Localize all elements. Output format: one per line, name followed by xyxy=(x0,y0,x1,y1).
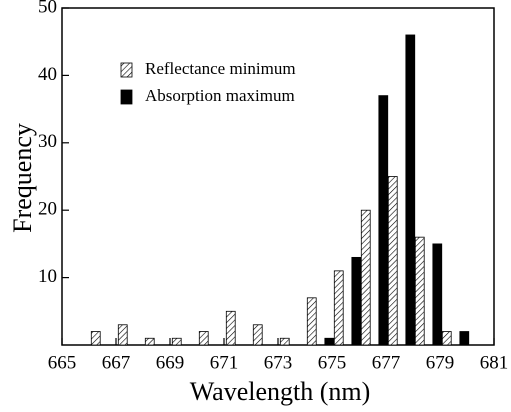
bar xyxy=(144,337,155,346)
legend-label: Reflectance minimum xyxy=(145,59,296,78)
bar xyxy=(306,297,317,346)
bar xyxy=(441,331,452,346)
bar xyxy=(387,176,398,346)
y-tick-label: 30 xyxy=(38,131,57,152)
x-tick-label: 671 xyxy=(210,352,239,373)
x-tick-label: 677 xyxy=(372,352,401,373)
y-axis-label: Frequency xyxy=(8,123,37,233)
bar xyxy=(171,337,182,346)
bar xyxy=(414,236,425,346)
bar xyxy=(324,337,335,346)
bar xyxy=(225,310,236,346)
x-tick-label: 665 xyxy=(48,352,77,373)
bar xyxy=(333,270,344,346)
bar xyxy=(360,209,371,346)
x-tick-label: 669 xyxy=(156,352,185,373)
bar xyxy=(252,324,263,346)
x-axis-label: Wavelength (nm) xyxy=(190,377,371,406)
bar xyxy=(378,95,389,346)
bar xyxy=(198,331,209,346)
x-tick-label: 681 xyxy=(480,352,509,373)
x-tick-label: 673 xyxy=(264,352,293,373)
x-tick-label: 667 xyxy=(102,352,131,373)
y-tick-label: 20 xyxy=(38,199,57,220)
bar xyxy=(432,243,443,346)
bar xyxy=(351,256,362,346)
legend-swatch xyxy=(120,62,133,78)
bar xyxy=(459,331,470,346)
legend-label: Absorption maximum xyxy=(145,86,295,105)
bar xyxy=(90,331,101,346)
y-tick-label: 40 xyxy=(38,64,57,85)
x-tick-label: 675 xyxy=(318,352,347,373)
y-tick-label: 50 xyxy=(38,0,57,17)
y-tick-label: 10 xyxy=(38,266,57,287)
x-tick-label: 679 xyxy=(426,352,455,373)
bar xyxy=(405,34,416,346)
legend-swatch xyxy=(120,89,133,105)
bar xyxy=(117,324,128,346)
bar xyxy=(279,337,290,346)
